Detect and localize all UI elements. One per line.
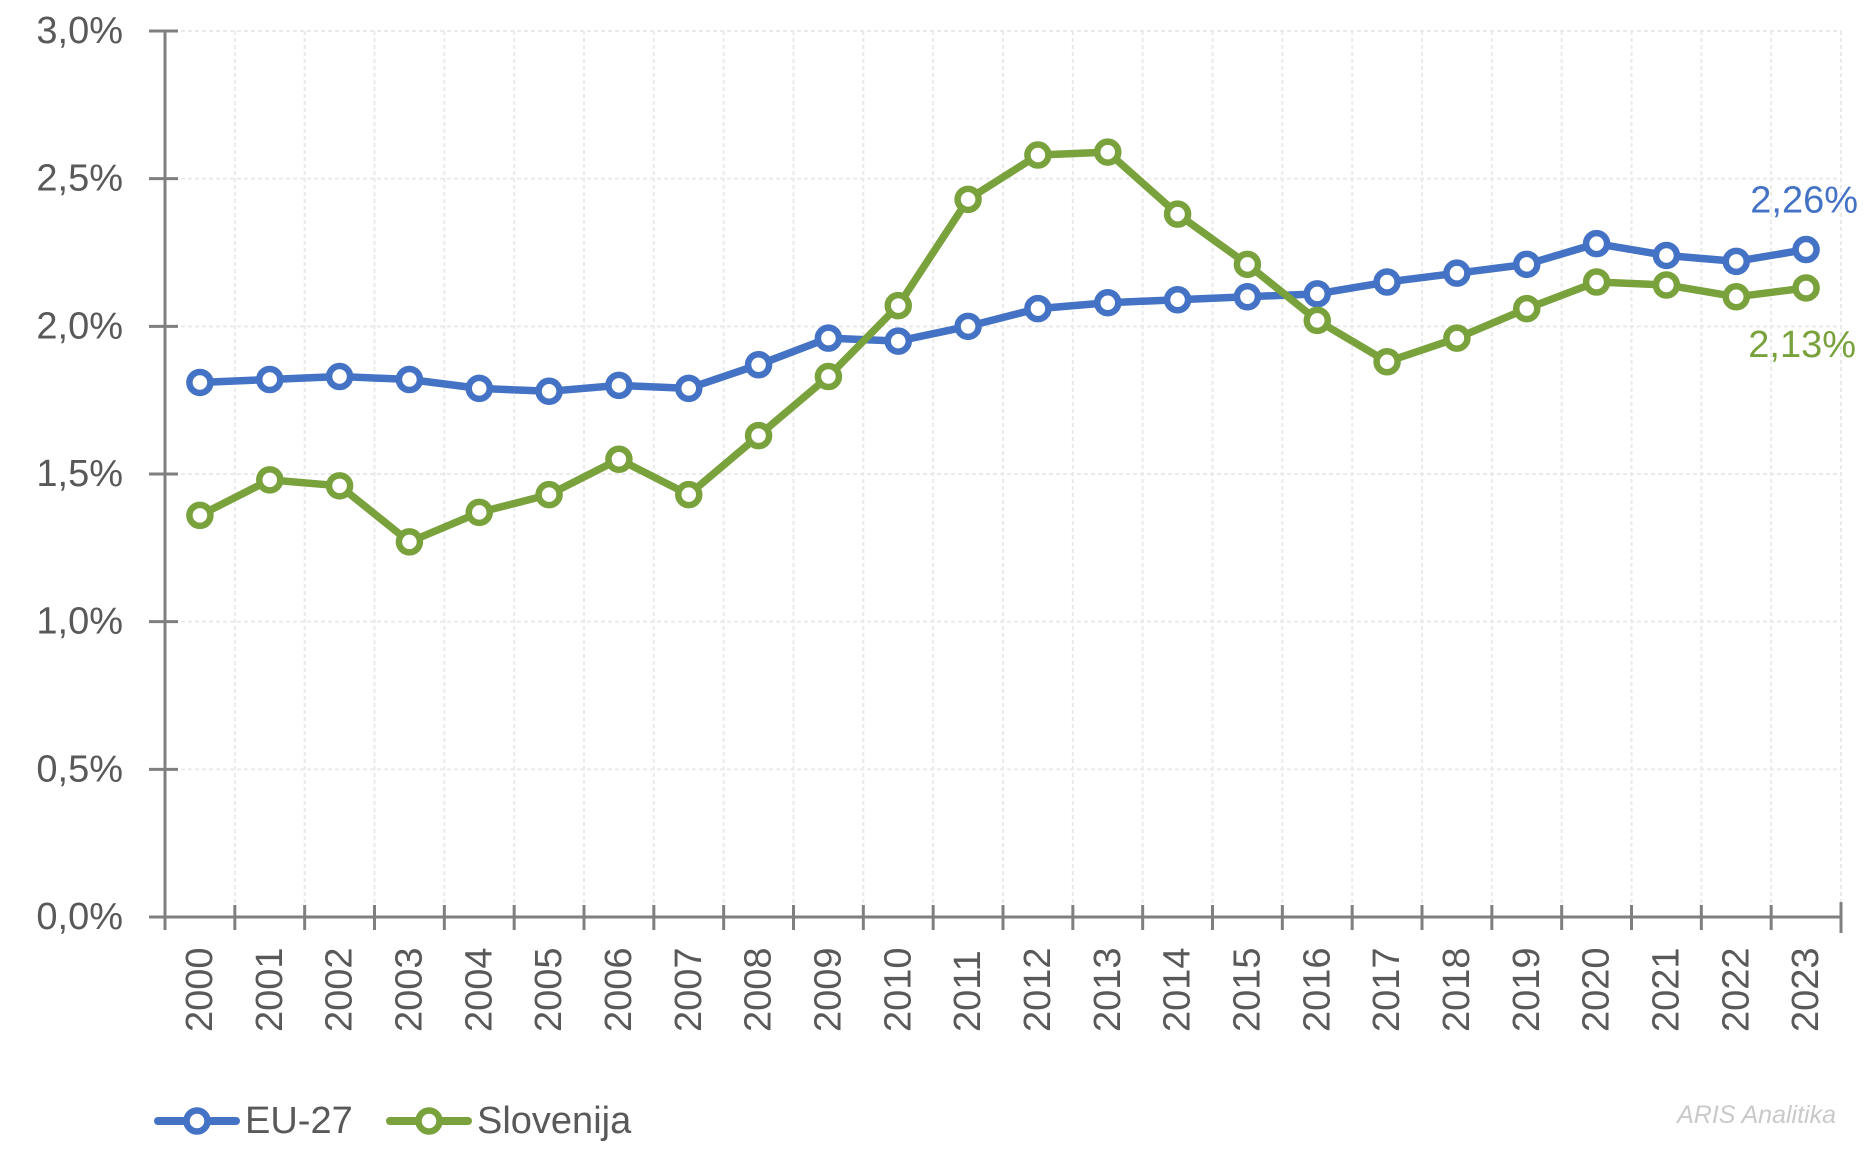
- legend-marker: [183, 1107, 211, 1135]
- data-point-marker: [325, 472, 354, 500]
- y-axis-tick-label: 2,5%: [36, 158, 123, 200]
- x-axis-year-label: 2011: [947, 950, 989, 1032]
- data-point-marker: [1024, 294, 1052, 323]
- end-label-eu-27: 2,26%: [1750, 180, 1858, 222]
- data-point-marker: [465, 498, 493, 527]
- data-point-marker: [814, 324, 843, 352]
- y-axis-tick-label: 1,5%: [36, 453, 123, 495]
- data-point-marker: [1094, 138, 1122, 166]
- data-point-marker: [1652, 241, 1681, 270]
- x-axis-year-label: 2004: [458, 947, 500, 1032]
- x-axis-year-label: 2012: [1017, 947, 1059, 1032]
- y-axis-labels: 0,0% 0,5% 1,0% 1,5% 2,0% 2,5% 3,0%: [36, 10, 123, 938]
- series-lines: [186, 138, 1820, 556]
- data-point-marker: [395, 528, 424, 556]
- end-label-slovenija: 2,13%: [1748, 324, 1856, 366]
- x-axis-year-label: 2016: [1296, 947, 1338, 1032]
- y-axis-tick-label: 0,0%: [36, 896, 123, 938]
- x-axis-year-label: 2005: [528, 947, 570, 1032]
- data-point-marker: [1652, 271, 1681, 299]
- data-point-marker: [256, 365, 284, 394]
- data-point-marker: [1513, 250, 1541, 279]
- data-point-marker: [186, 501, 214, 530]
- data-point-marker: [535, 377, 563, 406]
- data-point-marker: [1373, 348, 1401, 376]
- axes: [149, 29, 1843, 933]
- series-end-labels: 2,26% 2,13%: [1748, 180, 1858, 366]
- x-axis-year-label: 2001: [249, 947, 291, 1032]
- data-point-marker: [884, 291, 912, 320]
- x-axis-year-label: 2006: [598, 947, 640, 1032]
- x-axis-year-label: 2013: [1087, 947, 1129, 1032]
- data-point-marker: [256, 466, 284, 494]
- data-point-marker: [744, 421, 773, 450]
- data-point-marker: [1303, 306, 1331, 335]
- x-axis-year-label: 2020: [1576, 947, 1618, 1032]
- data-point-marker: [465, 374, 493, 403]
- data-point-marker: [1233, 250, 1262, 279]
- data-point-marker: [1373, 268, 1401, 296]
- data-point-marker: [1443, 324, 1471, 352]
- legend-label: Slovenija: [477, 1100, 632, 1142]
- x-axis-year-label: 2023: [1785, 947, 1827, 1032]
- data-point-marker: [744, 350, 773, 379]
- legend: EU-27 Slovenija: [154, 1100, 632, 1142]
- data-point-marker: [395, 365, 424, 394]
- y-axis-tick-label: 3,0%: [36, 10, 123, 52]
- y-axis-tick-label: 2,0%: [36, 305, 123, 347]
- legend-item-slovenija: Slovenija: [386, 1100, 632, 1142]
- data-point-marker: [1443, 259, 1471, 287]
- x-axis-year-label: 2014: [1157, 947, 1199, 1032]
- data-point-marker: [1513, 294, 1541, 323]
- data-point-marker: [1303, 280, 1331, 308]
- x-axis-year-label: 2002: [319, 947, 361, 1032]
- x-axis-year-label: 2007: [668, 947, 710, 1032]
- y-axis-tick-label: 1,0%: [36, 601, 123, 643]
- data-point-marker: [884, 327, 912, 355]
- x-axis-year-label: 2022: [1715, 947, 1757, 1032]
- x-axis-year-label: 2021: [1645, 947, 1687, 1032]
- legend-marker: [415, 1107, 443, 1135]
- data-point-marker: [1582, 229, 1611, 258]
- data-point-marker: [1024, 141, 1052, 169]
- data-point-marker: [535, 480, 563, 509]
- x-axis-year-label: 2017: [1366, 947, 1408, 1032]
- x-axis-year-label: 2010: [877, 947, 919, 1032]
- data-point-marker: [1163, 200, 1192, 228]
- data-point-marker: [186, 368, 214, 397]
- data-point-marker: [1792, 274, 1820, 302]
- data-point-marker: [675, 480, 703, 509]
- data-point-marker: [954, 185, 982, 214]
- x-axis-year-label: 2015: [1226, 947, 1268, 1032]
- data-point-marker: [814, 362, 843, 391]
- data-point-marker: [954, 312, 982, 341]
- x-axis-year-label: 2009: [807, 947, 849, 1032]
- y-axis-tick-label: 0,5%: [36, 748, 123, 790]
- data-point-marker: [325, 362, 354, 391]
- data-point-marker: [1722, 283, 1750, 311]
- x-axis-year-label: 2008: [738, 947, 780, 1032]
- legend-item-eu-27: EU-27: [154, 1100, 353, 1142]
- data-point-marker: [605, 445, 633, 473]
- data-point-marker: [1582, 268, 1611, 296]
- data-point-marker: [605, 371, 633, 400]
- data-point-marker: [1792, 235, 1820, 264]
- x-axis-year-label: 2000: [179, 947, 221, 1032]
- gridlines: [167, 30, 1842, 915]
- data-point-marker: [1233, 283, 1262, 311]
- watermark: ARIS Analitika: [1675, 1101, 1836, 1129]
- x-axis-year-label: 2019: [1506, 947, 1548, 1032]
- x-axis-year-label: 2018: [1436, 947, 1478, 1032]
- data-point-marker: [1163, 286, 1192, 314]
- legend-label: EU-27: [245, 1100, 353, 1142]
- data-point-marker: [675, 374, 703, 403]
- x-axis-labels: 2000 2001 2002 2003 2004 2005 2006 2007 2008 2009…: [179, 947, 1827, 1032]
- data-point-marker: [1722, 247, 1750, 276]
- data-point-marker: [1094, 288, 1122, 317]
- x-axis-year-label: 2003: [388, 947, 430, 1032]
